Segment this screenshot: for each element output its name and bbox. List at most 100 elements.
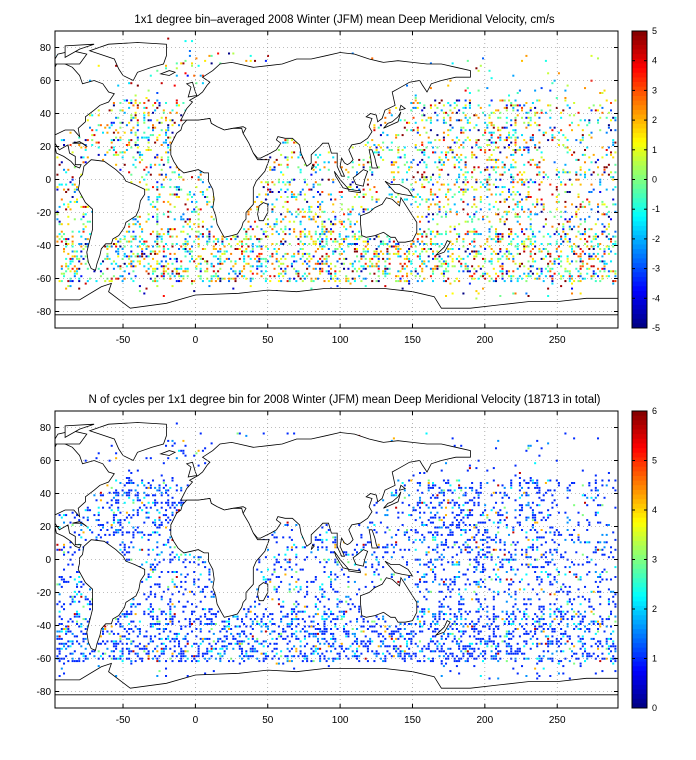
data-cell <box>392 176 395 179</box>
data-cell <box>501 126 504 129</box>
data-cell <box>197 238 200 241</box>
data-cell <box>579 265 582 268</box>
data-cell <box>56 235 59 238</box>
data-cell <box>434 514 437 517</box>
data-cell <box>445 111 448 114</box>
data-cell <box>464 183 467 186</box>
data-cell <box>180 501 183 504</box>
data-cell <box>544 267 547 270</box>
data-cell <box>590 208 593 211</box>
data-cell <box>592 104 595 107</box>
data-cell <box>488 139 491 142</box>
data-cell <box>414 548 417 551</box>
data-cell <box>147 171 150 174</box>
data-cell <box>473 166 476 169</box>
data-cell <box>421 233 424 236</box>
data-cell <box>323 245 326 248</box>
data-cell <box>130 235 133 238</box>
data-cell <box>351 262 354 265</box>
data-cell <box>184 240 187 243</box>
data-cell <box>256 208 259 211</box>
data-cell <box>566 257 569 260</box>
data-cell <box>610 240 613 243</box>
colorbar-segment <box>632 63 647 69</box>
data-cell <box>592 248 595 250</box>
data-cell <box>523 479 526 482</box>
data-cell <box>147 99 150 102</box>
data-cell <box>67 280 70 283</box>
data-cell <box>466 538 469 541</box>
data-cell <box>514 543 517 546</box>
data-cell <box>551 553 554 556</box>
data-cell <box>501 238 504 241</box>
data-cell <box>536 173 539 176</box>
data-cell <box>169 561 172 564</box>
data-cell <box>495 277 498 280</box>
data-cell <box>332 181 335 184</box>
data-cell <box>429 116 432 119</box>
data-cell <box>130 139 133 142</box>
data-cell <box>260 245 263 248</box>
data-cell <box>93 514 96 517</box>
data-cell <box>406 531 409 534</box>
data-cell <box>134 255 137 258</box>
data-cell <box>540 109 543 112</box>
data-cell <box>138 240 141 243</box>
data-cell <box>471 509 474 512</box>
data-cell <box>384 243 387 245</box>
data-cell <box>245 59 248 62</box>
data-cell <box>425 235 428 238</box>
colorbar-segment <box>632 188 647 194</box>
data-cell <box>379 240 382 243</box>
data-cell <box>295 556 298 559</box>
data-cell <box>458 506 461 509</box>
data-cell <box>353 548 356 551</box>
data-cell <box>534 235 537 238</box>
data-cell <box>154 524 157 526</box>
data-cell <box>238 270 241 273</box>
data-cell <box>238 240 241 243</box>
data-cell <box>58 223 61 226</box>
data-cell <box>527 235 530 238</box>
data-cell <box>173 171 176 174</box>
colorbar-segment <box>632 314 647 320</box>
data-cell <box>369 156 372 159</box>
data-cell <box>330 238 333 241</box>
data-cell <box>445 121 448 124</box>
data-cell <box>581 514 584 517</box>
data-cell <box>477 501 480 504</box>
data-cell <box>152 126 155 129</box>
data-cell <box>247 255 250 258</box>
data-cell <box>99 529 102 531</box>
data-cell <box>110 486 113 489</box>
data-cell <box>336 561 339 564</box>
data-cell <box>397 245 400 248</box>
data-cell <box>158 533 161 536</box>
data-cell <box>212 270 215 273</box>
data-cell <box>167 146 170 149</box>
data-cell <box>560 215 563 218</box>
data-cell <box>130 146 133 149</box>
data-cell <box>408 168 411 171</box>
data-cell <box>451 437 454 440</box>
data-cell <box>271 233 274 236</box>
data-cell <box>130 262 133 265</box>
data-cell <box>388 238 391 241</box>
data-cell <box>590 240 593 243</box>
data-cell <box>219 260 222 263</box>
data-cell <box>592 153 595 156</box>
data-cell <box>603 541 606 544</box>
data-cell <box>440 257 443 260</box>
data-cell <box>562 225 565 228</box>
data-cell <box>529 250 532 253</box>
data-cell <box>65 245 68 248</box>
data-cell <box>471 146 474 149</box>
data-cell <box>560 260 563 263</box>
data-cell <box>412 474 415 477</box>
data-cell <box>503 494 506 497</box>
data-cell <box>149 533 152 536</box>
data-cell <box>612 245 615 248</box>
data-cell <box>171 558 174 561</box>
data-cell <box>99 262 102 265</box>
data-cell <box>384 267 387 270</box>
